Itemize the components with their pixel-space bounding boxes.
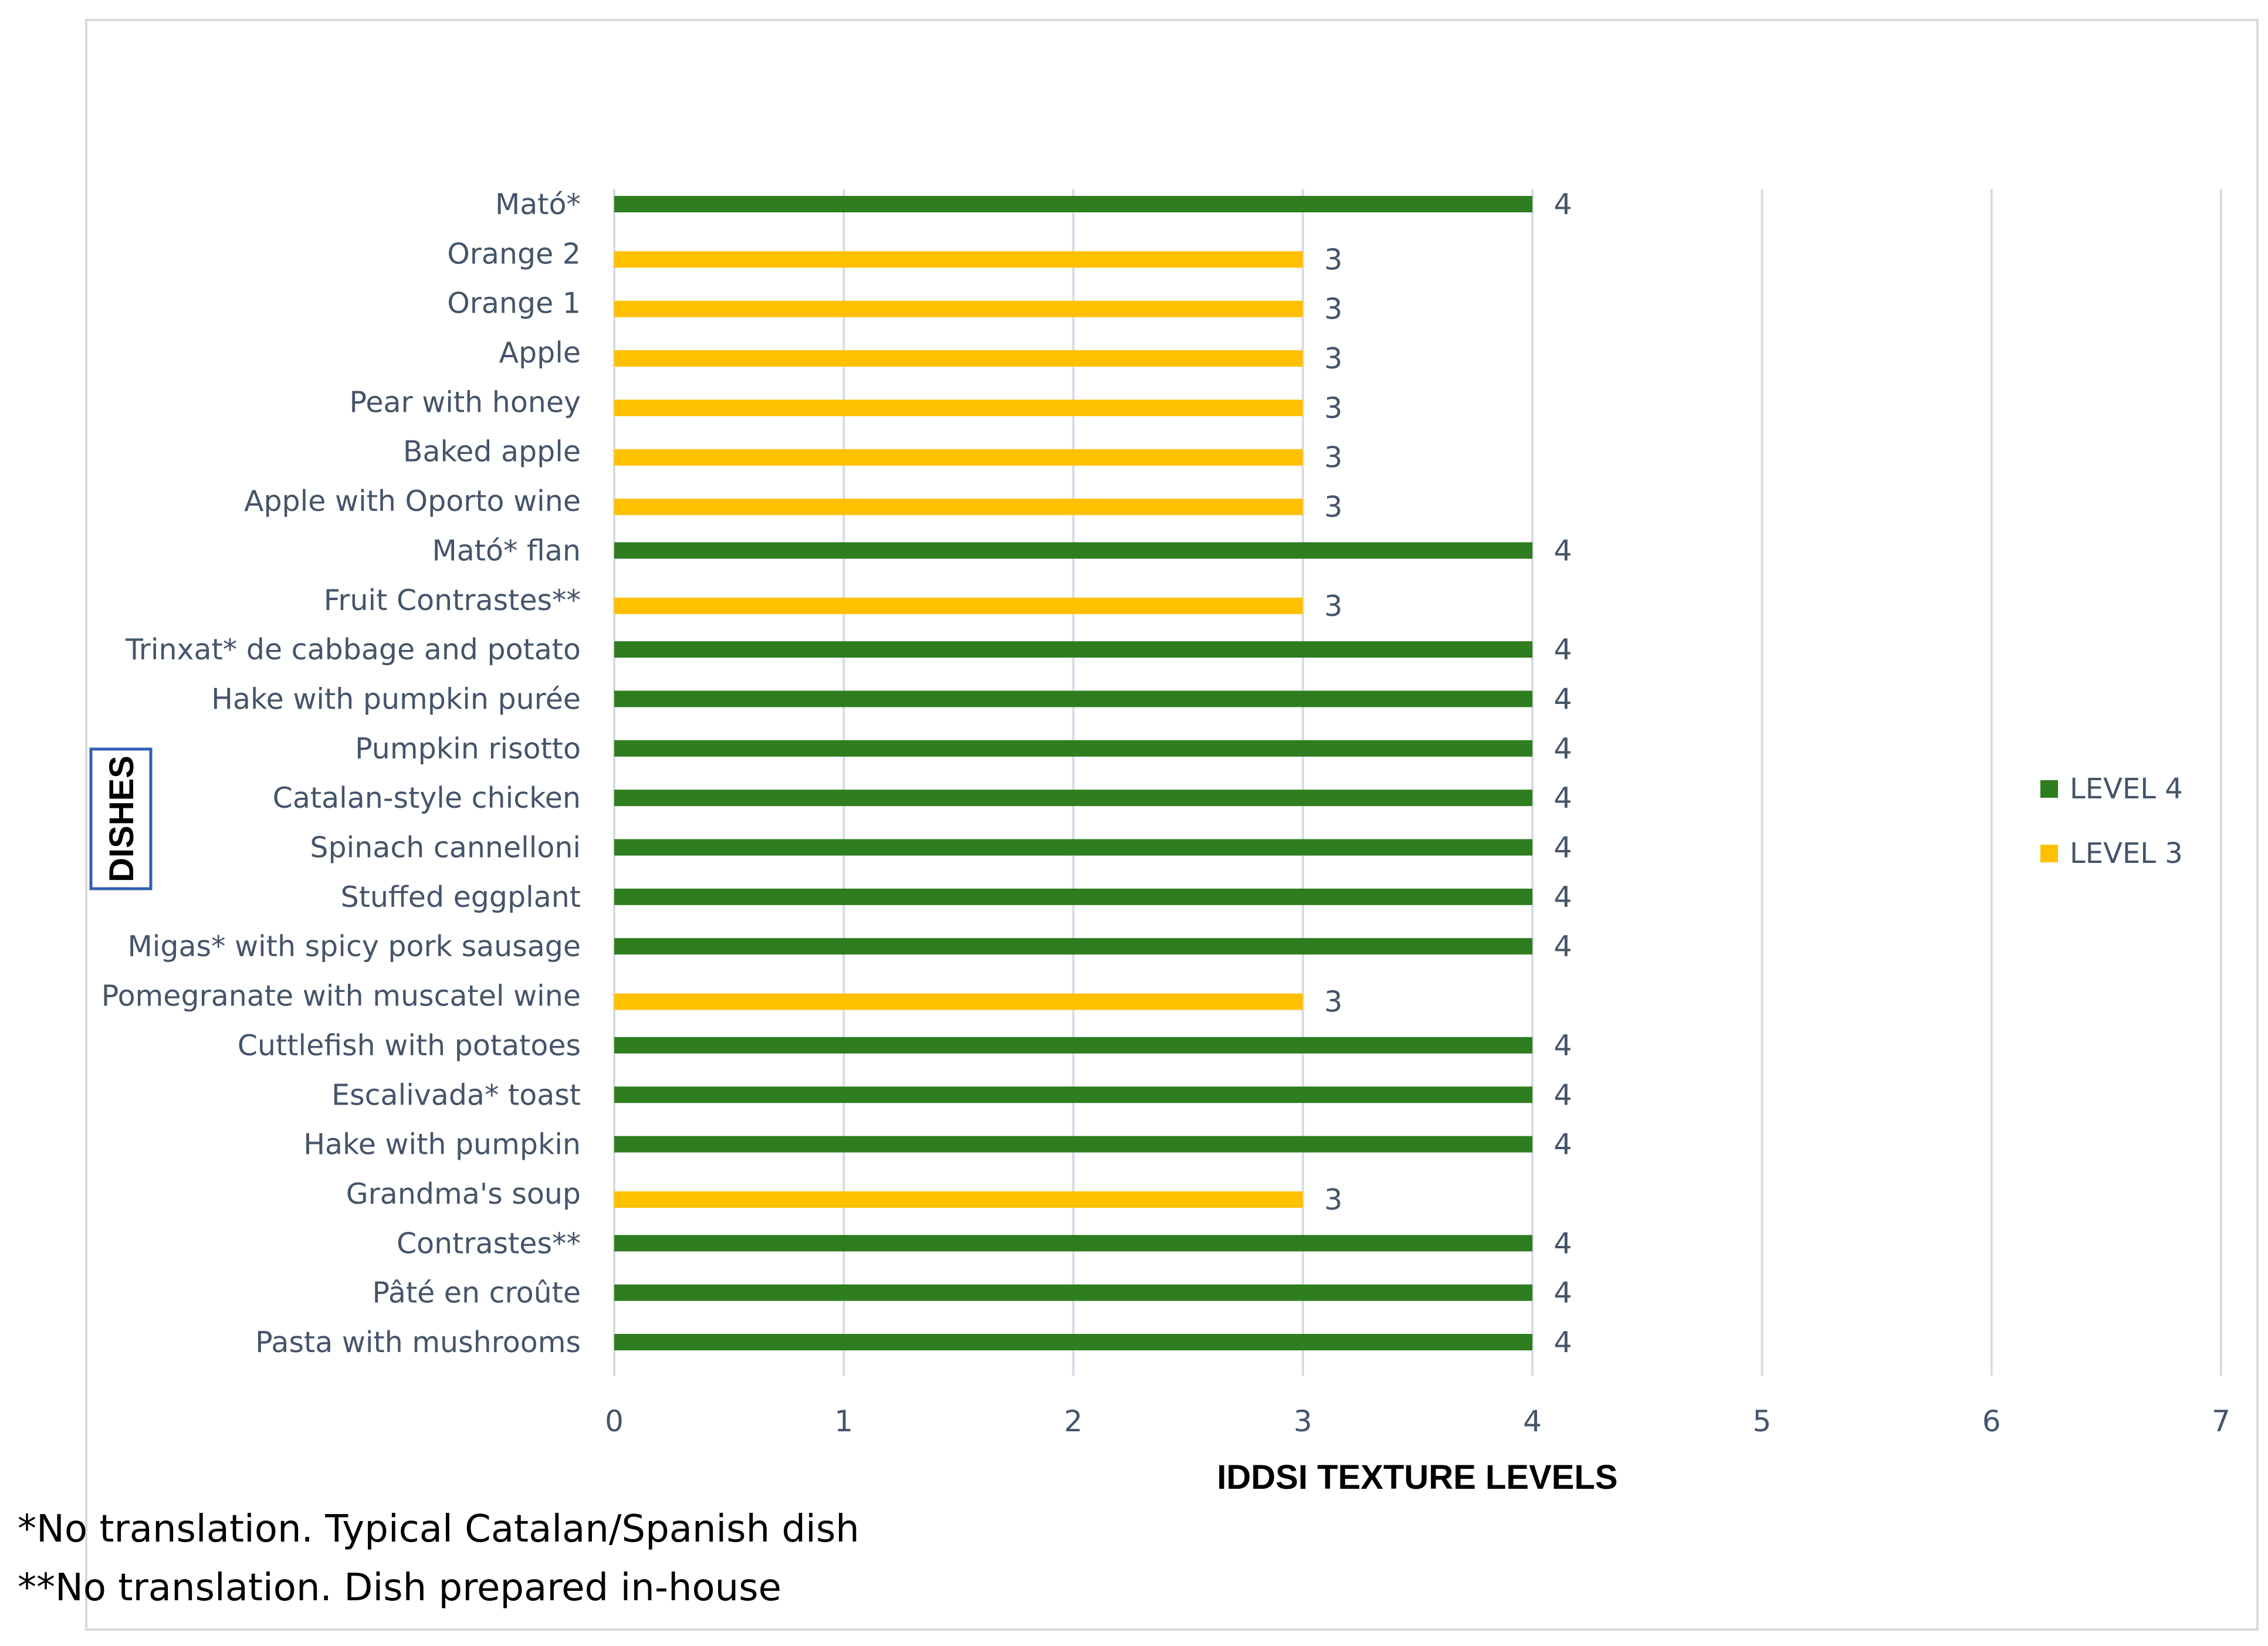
x-tick-label-1: 1 [834, 1404, 853, 1438]
bar-level-3 [614, 399, 1303, 416]
bar-level-4 [614, 690, 1533, 707]
y-axis-title-box [89, 747, 153, 890]
bar-level-3 [614, 300, 1303, 317]
x-tick-label-5: 5 [1753, 1404, 1772, 1438]
bar-level-4 [614, 1284, 1533, 1301]
category-label: Hake with pumpkin [303, 1128, 581, 1161]
bar-level-3 [614, 597, 1303, 614]
x-tick-label-2: 2 [1064, 1404, 1083, 1438]
x-tick-label-4: 4 [1523, 1404, 1542, 1438]
bar-value-label: 4 [1554, 781, 1572, 815]
category-label: Trinxat* de cabbage and potato [125, 633, 581, 666]
category-label: Orange 1 [447, 287, 581, 320]
bar-level-4 [614, 1334, 1533, 1350]
category-label: Fruit Contrastes** [324, 584, 581, 617]
x-axis-title: IDDSI TEXTURE LEVELS [1217, 1458, 1617, 1496]
category-label: Migas* with spicy pork sausage [127, 930, 581, 963]
bar-value-label: 3 [1324, 391, 1342, 425]
bar-value-label: 3 [1324, 293, 1342, 326]
bar-level-4 [614, 888, 1533, 905]
chart-frame [85, 19, 2259, 1631]
category-label: Orange 2 [447, 237, 581, 270]
bar-level-4 [614, 1086, 1533, 1103]
bar-value-label: 3 [1324, 243, 1342, 276]
legend-swatch-level-3 [2040, 845, 2058, 862]
bar-value-label: 4 [1554, 1276, 1572, 1310]
category-label: Apple with Oporto wine [244, 485, 581, 518]
bar-level-4 [614, 1235, 1533, 1252]
legend-label-level-3: LEVEL 3 [2070, 837, 2183, 870]
bar-level-3 [614, 499, 1303, 516]
bar-value-label: 3 [1324, 1183, 1342, 1217]
bar-value-label: 4 [1554, 1078, 1572, 1112]
bar-level-3 [614, 993, 1303, 1010]
bar-value-label: 3 [1324, 342, 1342, 375]
category-label: Hake with pumpkin purée [211, 682, 581, 716]
bar-level-3 [614, 449, 1303, 466]
bar-value-label: 4 [1554, 930, 1572, 963]
bar-value-label: 4 [1554, 682, 1572, 716]
bar-value-label: 4 [1554, 1227, 1572, 1260]
bar-level-4 [614, 196, 1533, 212]
bar-level-4 [614, 938, 1533, 955]
bars [614, 196, 1533, 1350]
category-label: Mató* [495, 188, 581, 221]
x-tick-label-3: 3 [1294, 1404, 1312, 1438]
bar-value-label: 4 [1554, 534, 1572, 567]
bar-value-label: 4 [1554, 633, 1572, 666]
bar-value-label: 4 [1554, 188, 1572, 221]
category-label: Pasta with mushrooms [255, 1326, 581, 1359]
bar-value-label: 4 [1554, 732, 1572, 766]
category-label: Escalivada* toast [331, 1078, 581, 1112]
category-label: Pear with honey [350, 385, 581, 419]
bar-level-4 [614, 1037, 1533, 1054]
bar-level-4 [614, 1136, 1533, 1153]
bar-value-label: 4 [1554, 1326, 1572, 1359]
category-label: Catalan-style chicken [273, 781, 581, 815]
bar-value-label: 3 [1324, 490, 1342, 524]
x-tick-label-0: 0 [605, 1404, 624, 1438]
category-label: Contrastes** [397, 1227, 581, 1260]
category-label: Apple [499, 336, 581, 370]
category-label: Cuttlefish with potatoes [238, 1029, 581, 1062]
bar-level-4 [614, 740, 1533, 757]
bar-value-label: 3 [1324, 590, 1342, 623]
bar-value-label: 4 [1554, 880, 1572, 914]
bar-level-3 [614, 1191, 1303, 1208]
bar-level-4 [614, 542, 1533, 559]
bar-value-label: 4 [1554, 1128, 1572, 1161]
category-label: Pâté en croûte [373, 1276, 581, 1310]
footnote-2: **No translation. Dish prepared in-house [18, 1566, 781, 1610]
x-tick-label-6: 6 [1982, 1404, 2001, 1438]
footnote-1: *No translation. Typical Catalan/Spanish… [18, 1508, 859, 1551]
bar-level-4 [614, 641, 1533, 658]
bar-level-4 [614, 839, 1533, 856]
y-axis-title: DISHES [103, 756, 141, 882]
bar-level-4 [614, 790, 1533, 807]
category-label: Spinach cannelloni [310, 831, 581, 865]
bar-value-label: 4 [1554, 831, 1572, 865]
category-label: Baked apple [403, 435, 581, 469]
legend-swatch-level-4 [2040, 780, 2058, 798]
bar-level-3 [614, 251, 1303, 268]
legend-label-level-4: LEVEL 4 [2070, 773, 2183, 805]
bar-value-label: 4 [1554, 1029, 1572, 1062]
category-label: Stuffed eggplant [341, 880, 581, 914]
bar-value-label: 3 [1324, 441, 1342, 475]
category-label: Grandma's soup [346, 1177, 581, 1211]
legend: LEVEL 4 LEVEL 3 [2040, 773, 2183, 870]
category-label: Pomegranate with muscatel wine [101, 980, 581, 1013]
gridlines [613, 189, 2222, 1376]
bar-level-3 [614, 350, 1303, 367]
x-tick-label-7: 7 [2212, 1404, 2230, 1438]
bar-value-label: 3 [1324, 985, 1342, 1019]
category-label: Pumpkin risotto [355, 732, 581, 766]
category-label: Mató* flan [432, 534, 581, 567]
labels: 0 1 2 3 4 5 6 7 Mató* 4 Orange 2 3 Orange 1 3 Apple 3 Pe… [89, 188, 2230, 1496]
